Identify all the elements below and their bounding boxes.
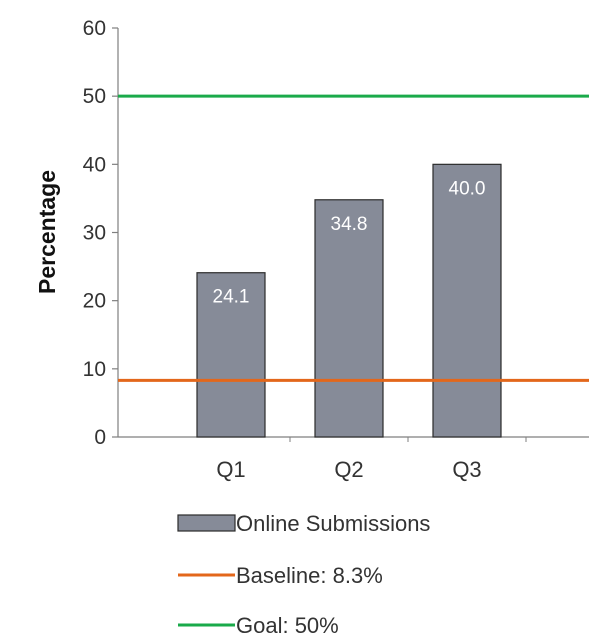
bar [196, 272, 266, 438]
legend-label: Goal: 50% [236, 613, 339, 633]
chart-labels: 0 10 20 30 40 50 60 24.1 Q1 34.8 Q2 40.0 Q3 [83, 17, 486, 482]
y-tick-label: 20 [83, 290, 106, 313]
chart-legend: Online Submissions Baseline: 8.3% Goal: 50… [177, 511, 430, 633]
x-tick-label: Q3 [452, 457, 481, 482]
chart-bars [196, 163, 502, 438]
x-tick-label: Q1 [216, 457, 245, 482]
bar [314, 199, 384, 438]
y-tick-label: 0 [94, 426, 106, 449]
bar-value-label: 24.1 [213, 287, 250, 308]
y-tick-label: 50 [83, 85, 106, 108]
legend-label: Online Submissions [236, 511, 430, 536]
legend-label: Baseline: 8.3% [236, 563, 383, 588]
y-axis-title: Percentage [34, 170, 60, 294]
bar [432, 163, 502, 438]
x-tick-label: Q2 [334, 457, 363, 482]
reference-lines [118, 94, 589, 382]
bar-value-label: 34.8 [331, 214, 368, 235]
y-tick-label: 40 [83, 153, 106, 176]
y-tick-label: 10 [83, 358, 106, 381]
y-tick-label: 30 [83, 222, 106, 245]
legend-swatch-bar [177, 514, 236, 532]
y-tick-label: 60 [83, 17, 106, 40]
bar-value-label: 40.0 [449, 178, 486, 199]
